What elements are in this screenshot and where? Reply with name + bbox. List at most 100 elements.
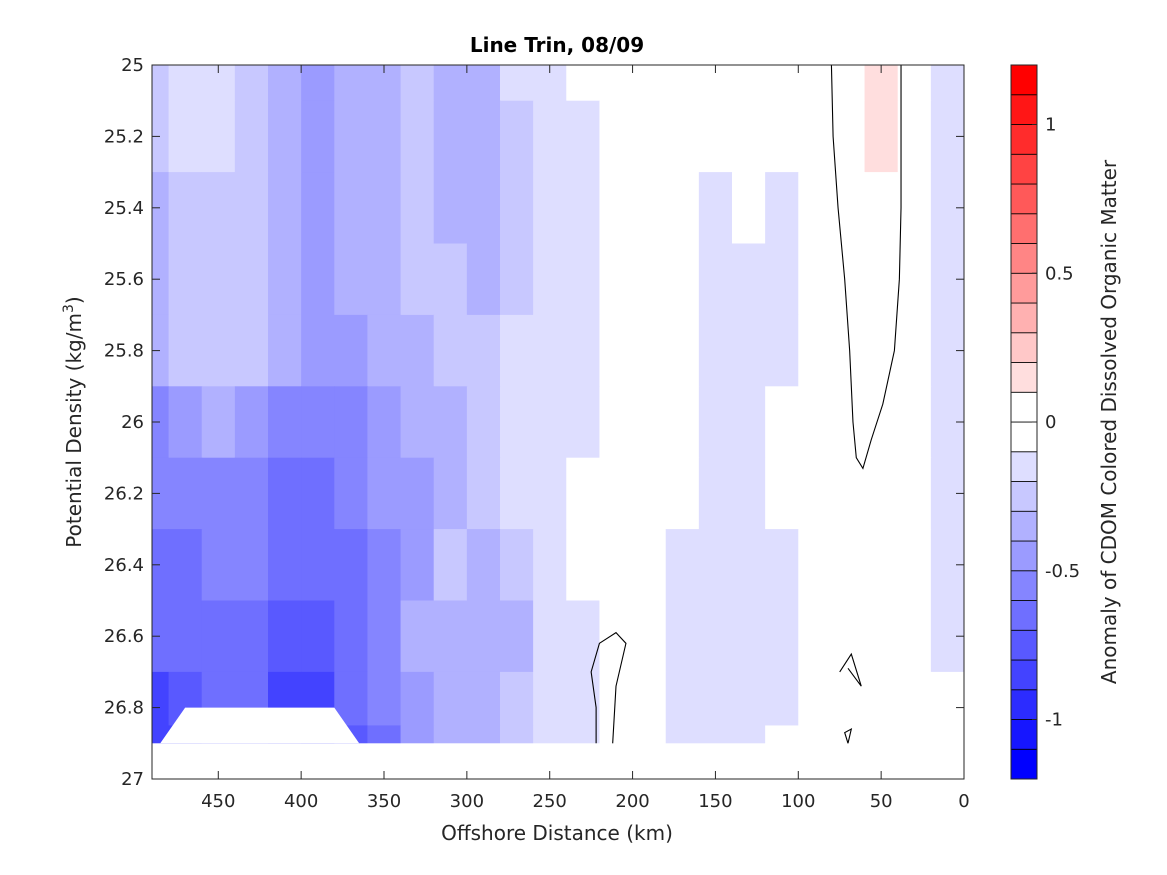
contour-cell xyxy=(466,457,501,530)
contour-cell xyxy=(765,243,799,316)
contour-cell xyxy=(168,457,203,530)
contour-cell xyxy=(897,600,932,673)
contour-cell xyxy=(400,671,435,727)
contour-cell xyxy=(168,100,203,173)
contour-cell xyxy=(367,172,402,245)
contour-cell xyxy=(897,725,932,744)
contour-cell xyxy=(599,725,634,744)
contour-cell xyxy=(152,65,170,102)
y-tick-label: 26.4 xyxy=(104,555,144,576)
contour-cell xyxy=(665,671,700,727)
contour-cell xyxy=(201,386,236,459)
contour-cell xyxy=(433,386,468,459)
zero-contours xyxy=(590,65,902,744)
colorbar-tick-label: -0.5 xyxy=(1045,561,1080,582)
contour-cell xyxy=(566,172,601,245)
plot-area xyxy=(151,64,965,780)
contour-cell xyxy=(466,65,501,102)
contour-cell xyxy=(732,314,766,387)
contour-cell xyxy=(533,600,567,673)
contour-cell xyxy=(400,100,435,173)
contour-cell xyxy=(334,457,369,530)
contour-cell xyxy=(301,529,335,602)
colorbar-swatch xyxy=(1010,391,1038,423)
contour-cell xyxy=(698,671,733,727)
contour-cell xyxy=(168,386,203,459)
contour-cell xyxy=(301,243,335,316)
contour-cell xyxy=(433,529,468,602)
contour-cell xyxy=(798,65,833,102)
contour-cell xyxy=(301,600,335,673)
contour-cell xyxy=(732,386,766,459)
contour-cell xyxy=(732,725,766,744)
x-tick-label: 250 xyxy=(533,791,567,812)
contour-cell xyxy=(897,65,932,102)
contour-cell xyxy=(864,457,899,530)
contour-cell xyxy=(632,529,667,602)
x-tick-label: 0 xyxy=(958,791,969,812)
contour-cell xyxy=(400,725,435,744)
contour-cell xyxy=(798,671,833,727)
contour-cell xyxy=(234,529,269,602)
contour-cell xyxy=(831,65,866,102)
contour-cell xyxy=(367,725,402,744)
contour-cell xyxy=(864,314,899,387)
contour-cell xyxy=(268,243,302,316)
y-axis-label-close: ) xyxy=(62,296,86,304)
contour-cell xyxy=(301,457,335,530)
colorbar-swatch xyxy=(1010,362,1038,393)
contour-cell xyxy=(665,600,700,673)
contour-cell xyxy=(234,457,269,530)
x-tick-label: 300 xyxy=(450,791,484,812)
contour-cell xyxy=(566,65,601,102)
contour-cell xyxy=(698,386,733,459)
y-tick-label: 25 xyxy=(121,55,144,76)
x-tick-label: 400 xyxy=(284,791,318,812)
colorbar-swatch xyxy=(1010,421,1038,453)
contour-cell xyxy=(831,725,866,744)
y-tick-label: 25.2 xyxy=(104,126,144,147)
contour-cell xyxy=(732,100,766,173)
contour-cell xyxy=(798,100,833,173)
contour-cell xyxy=(500,725,534,744)
contour-cell xyxy=(400,172,435,245)
colorbar-swatch xyxy=(1010,689,1038,720)
contour-cell xyxy=(334,243,369,316)
contour-cell xyxy=(599,65,634,102)
contour-cell xyxy=(864,600,899,673)
contour-cell xyxy=(268,529,302,602)
contour-cell xyxy=(234,172,269,245)
colorbar-swatch xyxy=(1010,243,1038,274)
contour-cell xyxy=(897,386,932,459)
contour-cell xyxy=(566,100,601,173)
contour-cell xyxy=(367,457,402,530)
contour-cell xyxy=(400,65,435,102)
contour-cell xyxy=(334,65,369,102)
contour-cell xyxy=(566,314,601,387)
colorbar-tick-label: 0.5 xyxy=(1045,263,1074,284)
contour-cell xyxy=(599,172,634,245)
contour-cell xyxy=(930,671,964,727)
contour-cell xyxy=(268,314,302,387)
contour-cell xyxy=(268,65,302,102)
contour-cell xyxy=(897,172,932,245)
contour-cell xyxy=(400,529,435,602)
contour-cell xyxy=(897,100,932,173)
contour-cell xyxy=(599,243,634,316)
contour-cell xyxy=(466,172,501,245)
contour-cell xyxy=(500,529,534,602)
contour-cell xyxy=(152,600,170,673)
y-axis-label-main: Potential Density (kg/m xyxy=(62,313,86,548)
colorbar-swatch xyxy=(1010,64,1038,96)
contour-cell xyxy=(433,600,468,673)
contour-cell xyxy=(433,725,468,744)
colorbar-swatch xyxy=(1010,213,1038,244)
y-tick-label: 25.4 xyxy=(104,198,144,219)
contour-cell xyxy=(334,100,369,173)
contour-cell xyxy=(367,100,402,173)
contour-cell xyxy=(566,600,601,673)
contour-cell xyxy=(433,243,468,316)
contour-cell xyxy=(665,100,700,173)
colorbar-swatch xyxy=(1010,659,1038,691)
contour-cell xyxy=(897,314,932,387)
